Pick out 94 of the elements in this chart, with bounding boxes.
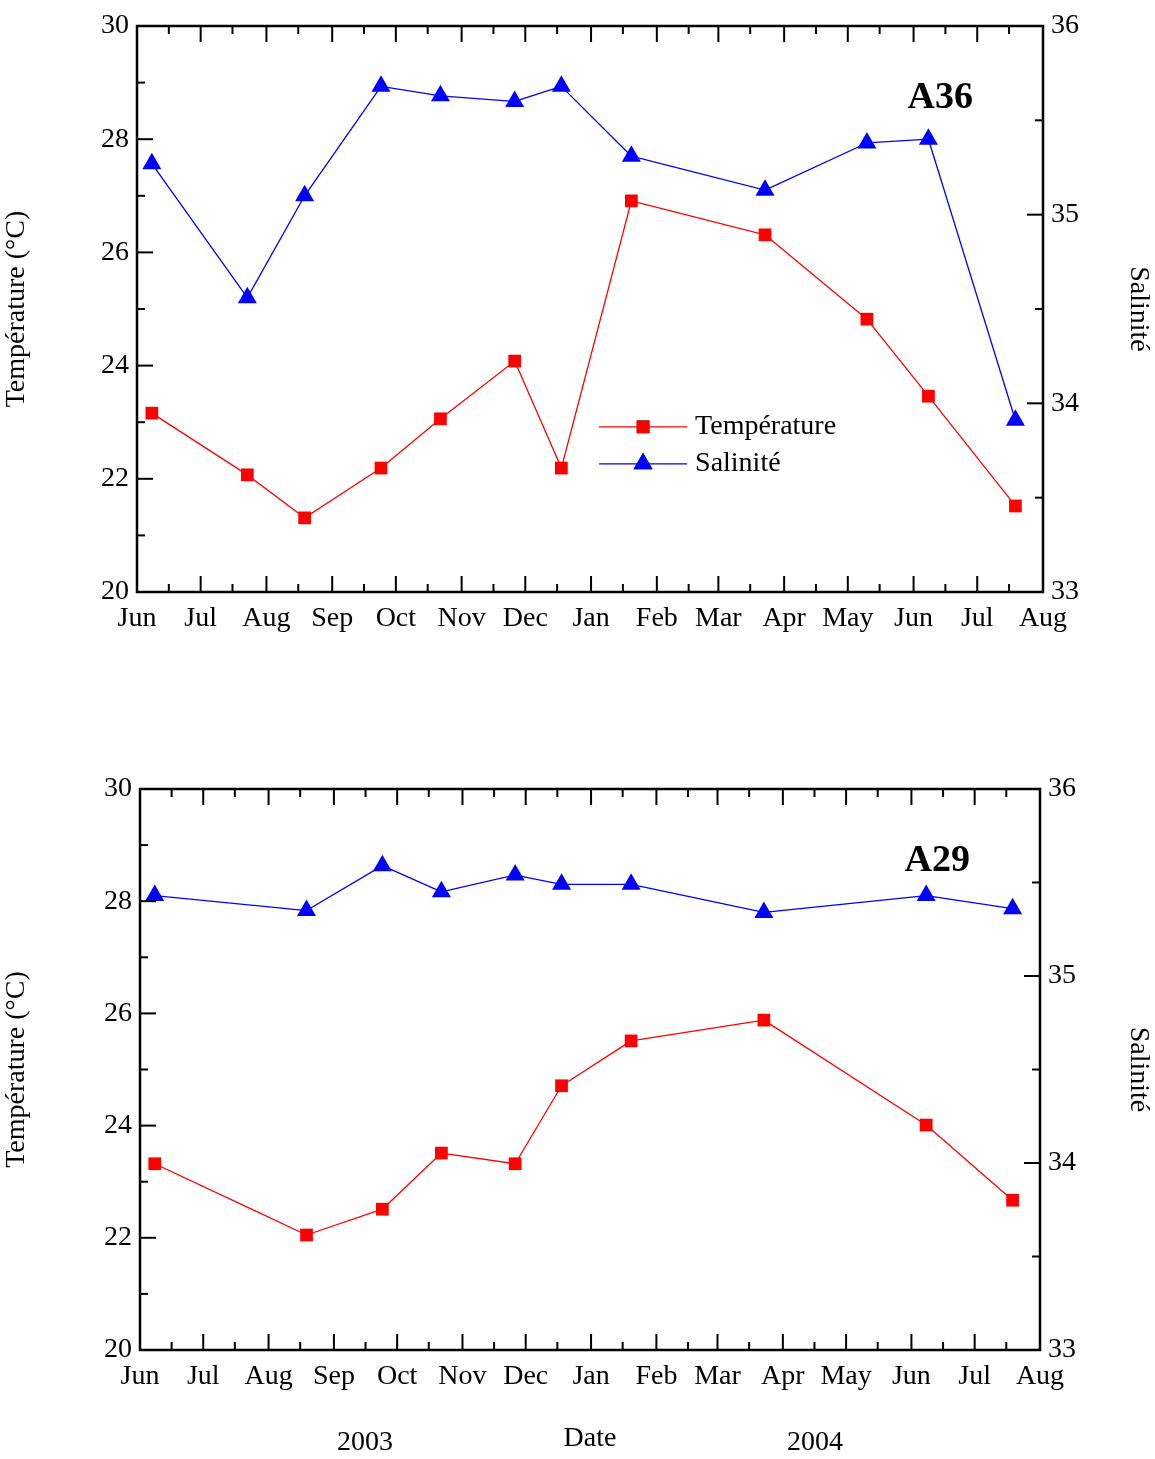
x-tick-label: May bbox=[820, 1359, 872, 1391]
point bbox=[758, 228, 772, 242]
x-tick-label: Sep bbox=[312, 1359, 355, 1391]
text: 2003 bbox=[337, 1425, 393, 1456]
x-tick-label: Jun bbox=[891, 1359, 931, 1391]
point bbox=[431, 880, 451, 898]
x-tick-label: Jan bbox=[572, 601, 610, 633]
x-tick-label: Nov bbox=[438, 1359, 487, 1391]
point bbox=[621, 873, 641, 890]
point bbox=[371, 75, 391, 92]
y2-tick-label: 36 bbox=[1048, 771, 1076, 803]
point bbox=[552, 873, 572, 890]
y2-axis-title: Salinité bbox=[1124, 1026, 1155, 1113]
x-tick-label: Jul bbox=[960, 601, 994, 633]
x-tick-label: Oct bbox=[375, 601, 417, 633]
point bbox=[372, 854, 392, 872]
point bbox=[918, 128, 938, 145]
x-tick-label: Nov bbox=[437, 601, 486, 633]
legend-label: Température bbox=[695, 409, 837, 441]
point bbox=[1003, 897, 1023, 915]
point bbox=[376, 1202, 389, 1216]
x-tick-label: Mar bbox=[695, 601, 743, 633]
point bbox=[430, 84, 450, 102]
point bbox=[300, 1228, 313, 1242]
annotation: A29 bbox=[904, 837, 970, 879]
y2-tick-label: 34 bbox=[1048, 1145, 1076, 1177]
point bbox=[145, 406, 159, 420]
y-tick-label: 22 bbox=[104, 1220, 132, 1252]
x-tick-label: Oct bbox=[376, 1359, 418, 1391]
point bbox=[754, 901, 774, 918]
x-tick-label: Jan bbox=[572, 1359, 610, 1391]
y-tick-label: 22 bbox=[101, 461, 129, 493]
x-tick-label: Dec bbox=[503, 1359, 549, 1391]
point bbox=[1006, 1193, 1019, 1207]
x-tick-label: Jul bbox=[184, 601, 218, 633]
point bbox=[508, 354, 522, 368]
point bbox=[142, 152, 162, 170]
x-tick-label: Jul bbox=[186, 1359, 220, 1391]
x-tick-label: Aug bbox=[244, 1359, 293, 1391]
x-tick-label: Aug bbox=[242, 601, 291, 633]
text: 2004 bbox=[787, 1425, 843, 1456]
y-tick-label: 30 bbox=[101, 8, 129, 40]
point bbox=[860, 312, 874, 326]
x-tick-label: Mar bbox=[694, 1359, 742, 1391]
point bbox=[1005, 409, 1025, 426]
legend-label: Salinité bbox=[695, 446, 781, 478]
y2-tick-label: 36 bbox=[1051, 8, 1079, 40]
point bbox=[508, 1157, 522, 1171]
point bbox=[145, 884, 165, 902]
x-tick-label: Feb bbox=[635, 1359, 678, 1391]
point bbox=[434, 412, 447, 426]
y-tick-label: 28 bbox=[104, 883, 132, 915]
x-tick-label: Jul bbox=[958, 1359, 992, 1391]
x-tick-label: Sep bbox=[311, 601, 354, 633]
point bbox=[555, 1079, 568, 1093]
annotation: A36 bbox=[907, 74, 973, 116]
x-tick-label: Feb bbox=[635, 601, 678, 633]
x-tick-label: May bbox=[822, 601, 874, 633]
x-axis-title: Date bbox=[563, 1420, 617, 1452]
y-axis-title: Température (°C) bbox=[0, 971, 31, 1168]
point bbox=[237, 286, 257, 304]
y-tick-label: 26 bbox=[104, 995, 132, 1027]
y-tick-label: 24 bbox=[101, 347, 129, 379]
point bbox=[295, 184, 315, 202]
point bbox=[922, 389, 935, 403]
y-tick-label: 24 bbox=[104, 1107, 132, 1139]
point bbox=[554, 461, 568, 475]
y-tick-label: 26 bbox=[101, 234, 129, 266]
point bbox=[296, 899, 317, 917]
point bbox=[435, 1146, 448, 1160]
point bbox=[505, 864, 525, 881]
point bbox=[755, 179, 775, 196]
x-tick-label: Dec bbox=[502, 601, 548, 633]
y2-tick-label: 34 bbox=[1051, 385, 1079, 417]
y2-axis-title: Salinité bbox=[1124, 266, 1155, 352]
y-tick-label: 30 bbox=[104, 771, 132, 803]
x-tick-label: Apr bbox=[762, 601, 807, 633]
point bbox=[625, 194, 638, 208]
point bbox=[148, 1157, 162, 1171]
point bbox=[919, 1118, 933, 1132]
point bbox=[621, 145, 641, 162]
point bbox=[298, 511, 311, 525]
point bbox=[916, 884, 936, 902]
y2-tick-label: 35 bbox=[1051, 197, 1079, 229]
x-tick-label: Jun bbox=[894, 601, 934, 633]
y-tick-label: 28 bbox=[101, 121, 129, 153]
point bbox=[505, 90, 525, 107]
point bbox=[1009, 499, 1022, 513]
point bbox=[551, 75, 571, 92]
x-tick-label: Apr bbox=[761, 1359, 806, 1391]
y-axis-title: Température (°C) bbox=[0, 210, 31, 408]
y2-tick-label: 35 bbox=[1048, 958, 1076, 990]
point bbox=[240, 468, 254, 482]
point bbox=[857, 131, 877, 149]
